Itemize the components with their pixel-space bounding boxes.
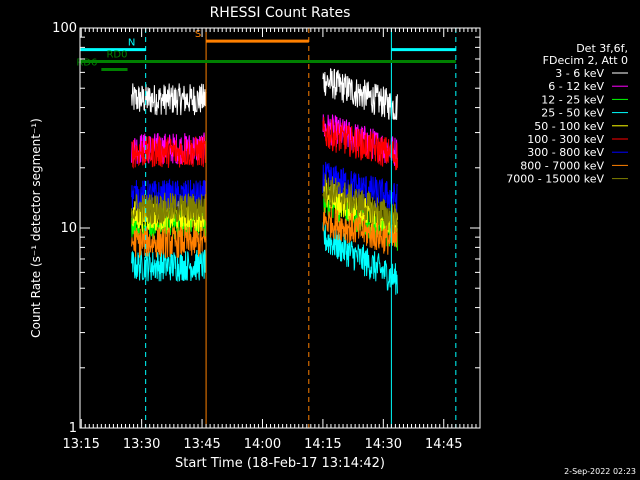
y-tick-label: 1 <box>69 421 77 436</box>
x-tick-label: 14:15 <box>304 437 341 452</box>
series-7000-15000-kev-trace-2 <box>322 174 398 235</box>
legend-entry-800-7000-kev: 800 - 7000 keV <box>520 159 604 172</box>
footer-date: 2-Sep-2022 02:23 <box>564 467 636 476</box>
flag-label-rd0: RD0 <box>106 49 127 60</box>
series-100-300-kev-trace-1 <box>131 136 207 169</box>
series-300-800-kev-trace-2 <box>322 161 398 215</box>
series-25-50-kev-trace-1 <box>131 249 207 283</box>
series-7000-15000-kev-trace-1 <box>131 192 207 225</box>
data-series-group <box>131 68 398 295</box>
series-3-6-kev-trace-1 <box>131 83 207 116</box>
legend-entry-50-100-kev: 50 - 100 keV <box>534 120 604 133</box>
x-tick-label: 14:45 <box>425 437 462 452</box>
x-tick-label: 14:00 <box>244 437 281 452</box>
series-800-7000-kev-trace-2 <box>322 206 398 255</box>
flag-label-n: N <box>128 38 135 49</box>
x-axis-label: Start Time (18-Feb-17 13:14:42) <box>175 456 385 471</box>
y-tick-label: 10 <box>60 221 77 236</box>
legend-entry-300-800-kev: 300 - 800 keV <box>527 146 604 159</box>
x-tick-label: 13:15 <box>62 437 99 452</box>
legend-header-line: Det 3f,6f, <box>576 42 628 55</box>
legend-entry-3-6-kev: 3 - 6 keV <box>555 67 604 80</box>
axes-group: 13:15 13:30 13:45 14:00 14:15 14:30 14:45 1 10 10… <box>52 21 481 452</box>
x-tick-label: 13:45 <box>183 437 220 452</box>
x-tick-label: 13:30 <box>123 437 160 452</box>
x-tick-label: 14:30 <box>365 437 402 452</box>
chart-title: RHESSI Count Rates <box>210 5 351 21</box>
legend-entry-7000-15000-kev: 7000 - 15000 keV <box>506 173 604 186</box>
series-3-6-kev-trace-2 <box>322 68 398 120</box>
legend-entry-25-50-kev: 25 - 50 keV <box>541 107 604 120</box>
legend-header-line: FDecim 2, Att 0 <box>543 54 628 67</box>
y-axis-label: Count Rate (s⁻¹ detector segment⁻¹) <box>29 118 43 338</box>
flag-label-rd6: RD6 <box>76 58 97 69</box>
legend-entry-100-300-kev: 100 - 300 keV <box>527 133 604 146</box>
legend-entry-6-12-kev: 6 - 12 keV <box>548 80 604 93</box>
series-800-7000-kev-trace-1 <box>131 225 207 259</box>
series-100-300-kev-trace-2 <box>322 117 398 171</box>
flags-group: N S RD0 RD6 <box>76 29 456 72</box>
legend-entry-12-25-kev: 12 - 25 keV <box>541 93 604 106</box>
y-tick-label: 100 <box>52 21 77 36</box>
flag-label-s: S <box>195 29 201 40</box>
